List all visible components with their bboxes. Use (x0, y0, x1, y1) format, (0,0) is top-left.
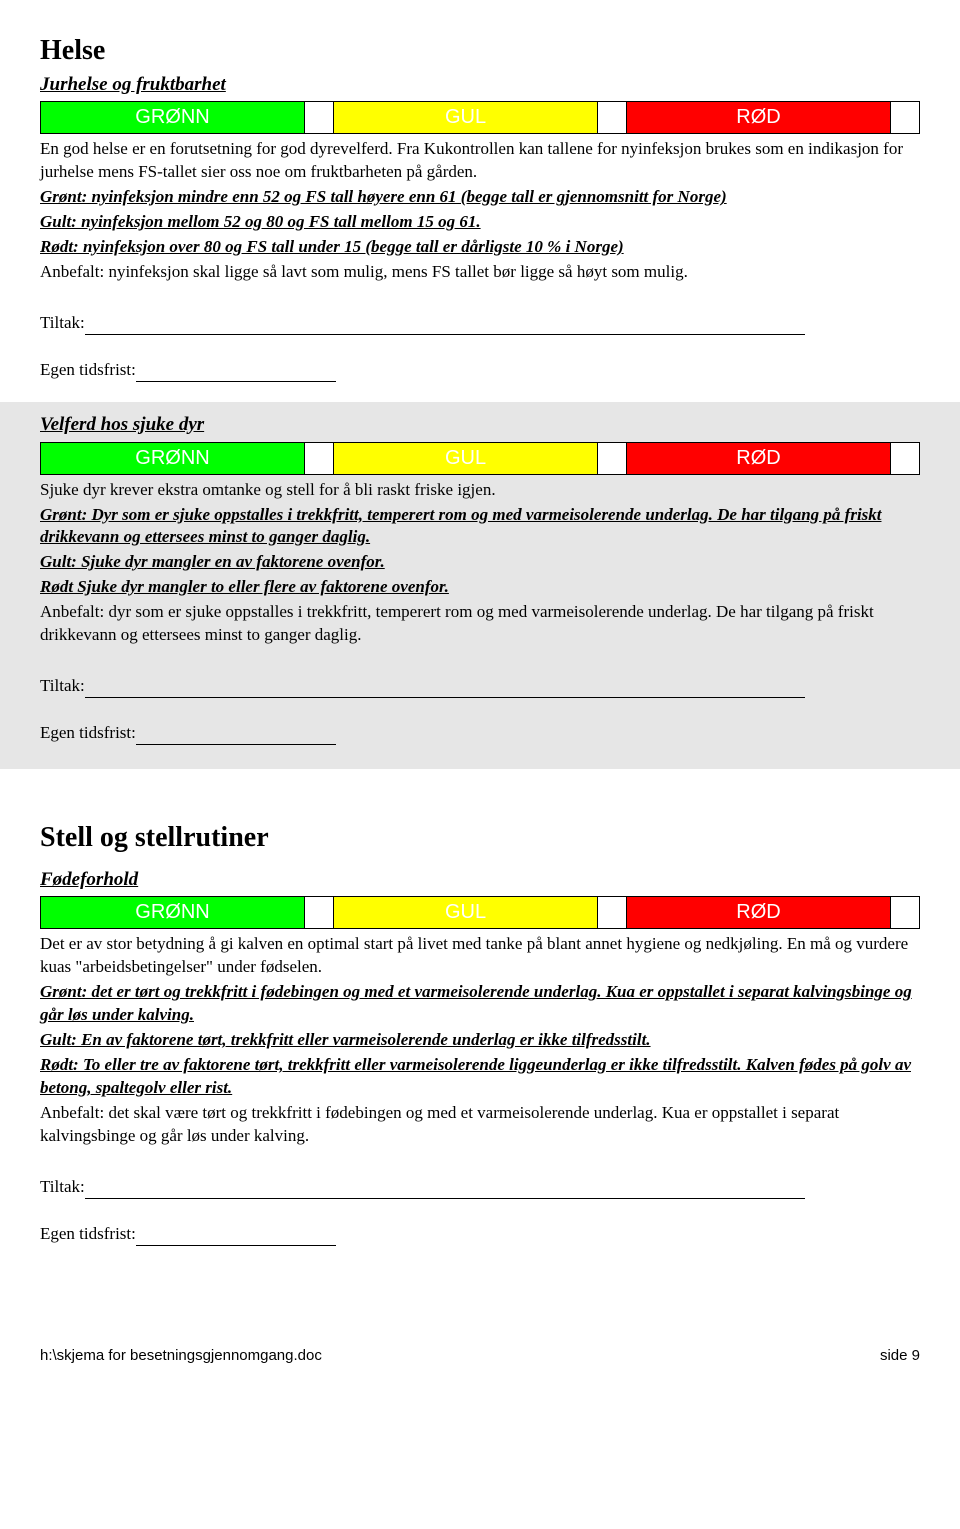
tidsfrist-input[interactable] (136, 1227, 336, 1246)
yellow-cell: GUL (334, 443, 598, 474)
color-row: GRØNN GUL RØD (40, 896, 920, 929)
tiltak-input[interactable] (85, 679, 805, 698)
tidsfrist-label: Egen tidsfrist: (40, 1224, 136, 1243)
tidsfrist-input[interactable] (136, 726, 336, 745)
criteria-yellow: Gult: Sjuke dyr mangler en av faktorene … (40, 551, 920, 574)
tidsfrist-input[interactable] (136, 363, 336, 382)
tidsfrist-row: Egen tidsfrist: (40, 359, 920, 382)
criteria-green: Grønt: Dyr som er sjuke oppstalles i tre… (40, 504, 920, 550)
color-row: GRØNN GUL RØD (40, 101, 920, 134)
tiltak-row: Tiltak: (40, 675, 920, 698)
tiltak-row: Tiltak: (40, 1176, 920, 1199)
tidsfrist-row: Egen tidsfrist: (40, 1223, 920, 1246)
page-footer: h:\skjema for besetningsgjennomgang.doc … (40, 1346, 920, 1366)
green-cell: GRØNN (41, 443, 305, 474)
yellow-check-cell[interactable] (598, 102, 627, 133)
tidsfrist-label: Egen tidsfrist: (40, 360, 136, 379)
footer-filepath: h:\skjema for besetningsgjennomgang.doc (40, 1346, 322, 1366)
criteria-red: Rødt: nyinfeksjon over 80 og FS tall und… (40, 236, 920, 259)
red-cell: RØD (627, 897, 891, 928)
yellow-check-cell[interactable] (598, 897, 627, 928)
color-row: GRØNN GUL RØD (40, 442, 920, 475)
red-check-cell[interactable] (891, 102, 919, 133)
tiltak-row: Tiltak: (40, 312, 920, 335)
tiltak-label: Tiltak: (40, 313, 85, 332)
yellow-check-cell[interactable] (598, 443, 627, 474)
yellow-cell: GUL (334, 897, 598, 928)
description-text: Det er av stor betydning å gi kalven en … (40, 933, 920, 979)
criteria-yellow: Gult: En av faktorene tørt, trekkfritt e… (40, 1029, 920, 1052)
green-check-cell[interactable] (305, 102, 334, 133)
red-check-cell[interactable] (891, 897, 919, 928)
criteria-green: Grønt: det er tørt og trekkfritt i fødeb… (40, 981, 920, 1027)
tiltak-input[interactable] (85, 316, 805, 335)
subheading-jurhelse: Jurhelse og fruktbarhet (40, 72, 920, 98)
criteria-yellow: Gult: nyinfeksjon mellom 52 og 80 og FS … (40, 211, 920, 234)
section-fodeforhold: Fødeforhold GRØNN GUL RØD Det er av stor… (40, 867, 920, 1246)
description-text: En god helse er en forutsetning for god … (40, 138, 920, 184)
green-cell: GRØNN (41, 102, 305, 133)
green-check-cell[interactable] (305, 897, 334, 928)
section-velferd: Velferd hos sjuke dyr GRØNN GUL RØD Sjuk… (0, 402, 960, 769)
subheading-fodeforhold: Fødeforhold (40, 867, 920, 893)
recommended-text: Anbefalt: det skal være tørt og trekkfri… (40, 1102, 920, 1148)
tidsfrist-label: Egen tidsfrist: (40, 723, 136, 742)
tiltak-input[interactable] (85, 1180, 805, 1199)
tiltak-label: Tiltak: (40, 676, 85, 695)
criteria-red: Rødt: To eller tre av faktorene tørt, tr… (40, 1054, 920, 1100)
green-check-cell[interactable] (305, 443, 334, 474)
criteria-red: Rødt Sjuke dyr mangler to eller flere av… (40, 576, 920, 599)
main-heading-helse: Helse (40, 32, 920, 70)
recommended-text: Anbefalt: nyinfeksjon skal ligge så lavt… (40, 261, 920, 284)
tidsfrist-row: Egen tidsfrist: (40, 722, 920, 745)
main-heading-stell: Stell og stellrutiner (40, 819, 920, 857)
green-cell: GRØNN (41, 897, 305, 928)
red-cell: RØD (627, 102, 891, 133)
footer-page-number: side 9 (880, 1346, 920, 1366)
tiltak-label: Tiltak: (40, 1177, 85, 1196)
yellow-cell: GUL (334, 102, 598, 133)
criteria-green: Grønt: nyinfeksjon mindre enn 52 og FS t… (40, 186, 920, 209)
red-check-cell[interactable] (891, 443, 919, 474)
description-text: Sjuke dyr krever ekstra omtanke og stell… (40, 479, 920, 502)
section-jurhelse: Jurhelse og fruktbarhet GRØNN GUL RØD En… (40, 72, 920, 382)
subheading-velferd: Velferd hos sjuke dyr (40, 412, 920, 438)
recommended-text: Anbefalt: dyr som er sjuke oppstalles i … (40, 601, 920, 647)
red-cell: RØD (627, 443, 891, 474)
